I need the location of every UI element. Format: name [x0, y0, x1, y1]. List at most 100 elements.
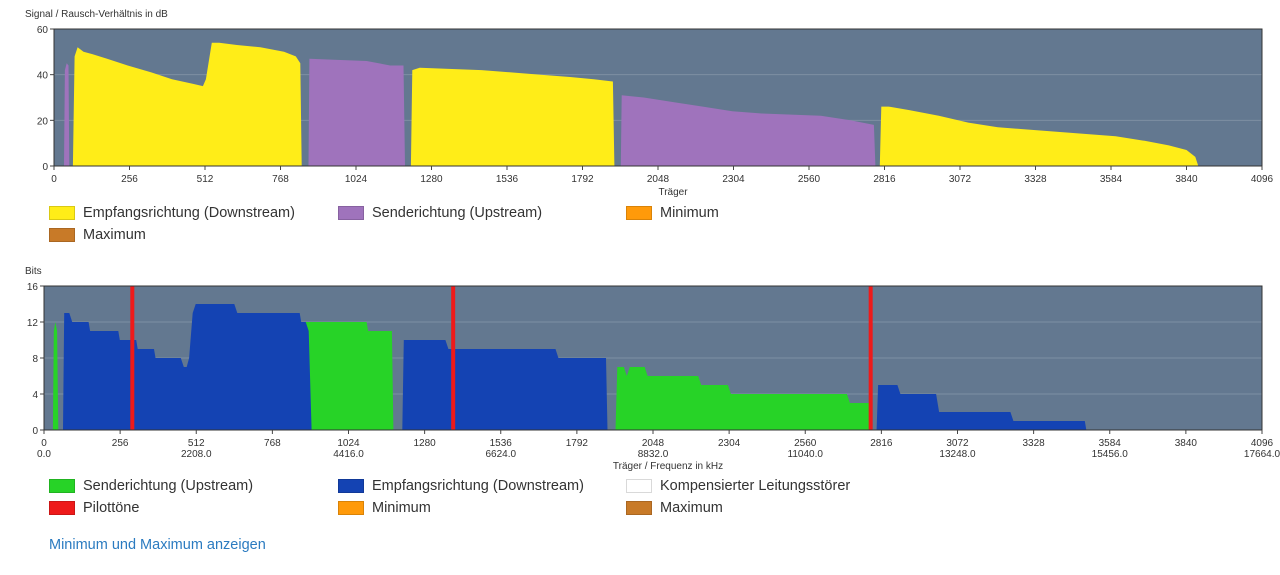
x-axis-label: Träger / Frequenz in kHz	[613, 461, 723, 472]
snr-legend: Empfangsrichtung (Downstream) Senderichtu…	[49, 203, 1149, 247]
x-tick-label: 1536	[490, 438, 513, 449]
y-axis-label: Bits	[25, 266, 42, 277]
x-tick-label: 0	[51, 174, 57, 185]
legend-swatch	[49, 479, 75, 493]
series-area-bits_upstream	[615, 367, 873, 430]
y-tick-label: 8	[32, 354, 38, 365]
legend-item[interactable]: Kompensierter Leitungsstörer	[626, 476, 850, 496]
legend-swatch	[49, 228, 75, 242]
legend-swatch	[338, 501, 364, 515]
x-freq-label: 15456.0	[1092, 449, 1129, 460]
x-tick-label: 1792	[571, 174, 594, 185]
legend-swatch	[626, 206, 652, 220]
legend-item[interactable]: Minimum	[338, 498, 431, 518]
legend-swatch	[626, 479, 652, 493]
x-tick-label: 768	[272, 174, 289, 185]
x-freq-label: 0.0	[37, 449, 51, 460]
y-tick-label: 0	[42, 162, 48, 173]
series-area-snr_upstream	[308, 58, 405, 167]
x-freq-label: 11040.0	[788, 449, 824, 460]
x-tick-label: 3840	[1175, 174, 1198, 185]
series-area-snr_upstream	[620, 95, 876, 166]
y-tick-label: 16	[27, 282, 39, 293]
legend-item[interactable]: Senderichtung (Upstream)	[338, 203, 542, 223]
x-tick-label: 2304	[718, 438, 741, 449]
y-axis-label: Signal / Rausch-Verhältnis in dB	[25, 9, 168, 20]
legend-label: Empfangsrichtung (Downstream)	[83, 205, 295, 221]
x-tick-label: 768	[264, 438, 281, 449]
x-freq-label: 2208.0	[181, 449, 212, 460]
x-tick-label: 1536	[496, 174, 519, 185]
x-tick-label: 256	[121, 174, 138, 185]
legend-swatch	[49, 501, 75, 515]
x-tick-label: 2048	[647, 174, 670, 185]
x-tick-label: 1792	[566, 438, 589, 449]
x-tick-label: 4096	[1251, 174, 1274, 185]
y-tick-label: 60	[37, 25, 49, 36]
x-tick-label: 2048	[642, 438, 665, 449]
x-tick-label: 3072	[949, 174, 972, 185]
x-tick-label: 0	[41, 438, 47, 449]
y-tick-label: 4	[32, 390, 38, 401]
series-area-bits_upstream	[300, 322, 394, 430]
x-tick-label: 1024	[337, 438, 360, 449]
legend-item[interactable]: Empfangsrichtung (Downstream)	[338, 476, 584, 496]
series-area-snr_downstream	[410, 67, 615, 166]
legend-label: Maximum	[83, 227, 146, 243]
x-tick-label: 2560	[798, 174, 821, 185]
legend-label: Senderichtung (Upstream)	[83, 478, 254, 494]
series-area-bits_upstream	[52, 322, 59, 430]
series-area-snr_downstream	[72, 42, 302, 167]
x-freq-label: 4416.0	[333, 449, 364, 460]
x-tick-label: 1280	[420, 174, 443, 185]
legend-item[interactable]: Maximum	[49, 225, 146, 245]
legend-item[interactable]: Pilottöne	[49, 498, 139, 518]
x-tick-label: 3328	[1023, 438, 1046, 449]
x-tick-label: 512	[188, 438, 205, 449]
x-freq-label: 6624.0	[485, 449, 516, 460]
x-tick-label: 512	[197, 174, 214, 185]
x-tick-label: 1280	[414, 438, 437, 449]
legend-label: Senderichtung (Upstream)	[372, 205, 543, 221]
legend-item[interactable]: Empfangsrichtung (Downstream)	[49, 203, 295, 223]
series-area-snr_downstream	[879, 106, 1199, 166]
x-tick-label: 2816	[873, 174, 896, 185]
legend-swatch	[626, 501, 652, 515]
y-tick-label: 20	[37, 116, 49, 127]
legend-swatch	[338, 479, 364, 493]
x-tick-label: 256	[112, 438, 129, 449]
legend-item[interactable]: Senderichtung (Upstream)	[49, 476, 253, 496]
legend-label: Pilottöne	[83, 500, 140, 516]
y-tick-label: 40	[37, 71, 49, 82]
x-tick-label: 3584	[1100, 174, 1123, 185]
x-freq-label: 8832.0	[638, 449, 669, 460]
legend-swatch	[338, 206, 364, 220]
x-tick-label: 3584	[1099, 438, 1122, 449]
y-tick-label: 12	[27, 318, 39, 329]
x-tick-label: 4096	[1251, 438, 1274, 449]
legend-swatch	[49, 206, 75, 220]
x-tick-label: 1024	[345, 174, 368, 185]
legend-label: Minimum	[660, 205, 719, 221]
snr-chart: Signal / Rausch-Verhältnis in dB 0 20 40 60 0…	[25, 9, 1274, 198]
bits-legend: Senderichtung (Upstream) Empfangsrichtung…	[49, 476, 1149, 520]
legend-label: Minimum	[372, 500, 431, 516]
legend-label: Maximum	[660, 500, 723, 516]
legend-item[interactable]: Maximum	[626, 498, 723, 518]
legend-item[interactable]: Minimum	[626, 203, 719, 223]
bits-chart: Bits 0 4 8 12 16 0 256 512 768 1024 1280 1536 1792 204…	[25, 266, 1280, 472]
series-area-bits_downstream	[63, 304, 312, 430]
x-axis-label: Träger	[658, 187, 688, 198]
x-tick-label: 3328	[1024, 174, 1047, 185]
x-freq-label: 17664.0	[1244, 449, 1280, 460]
series-area-bits_downstream	[876, 385, 1087, 430]
x-tick-label: 3072	[946, 438, 969, 449]
y-tick-label: 0	[32, 426, 38, 437]
legend-label: Empfangsrichtung (Downstream)	[372, 478, 584, 494]
x-tick-label: 2816	[870, 438, 893, 449]
show-min-max-link[interactable]: Minimum und Maximum anzeigen	[49, 537, 266, 553]
x-freq-label: 13248.0	[939, 449, 976, 460]
x-tick-label: 2560	[794, 438, 817, 449]
series-area-snr_upstream	[64, 63, 70, 166]
legend-label: Kompensierter Leitungsstörer	[660, 478, 851, 494]
